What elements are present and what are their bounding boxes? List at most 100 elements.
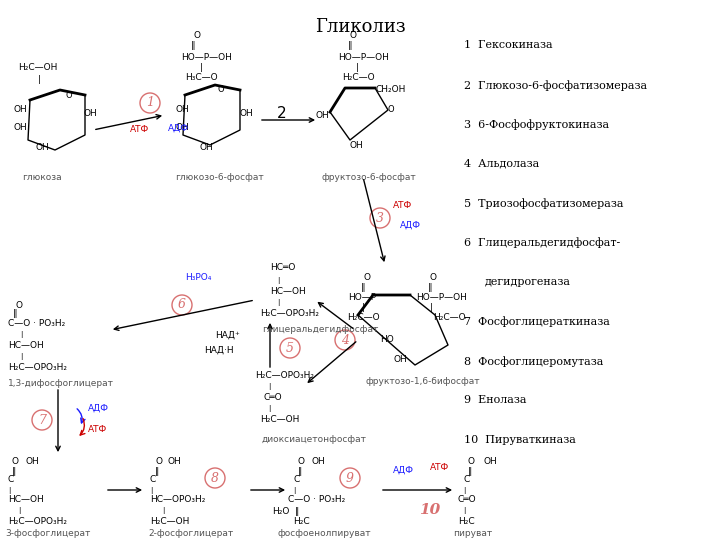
Text: OH: OH <box>239 109 253 118</box>
Text: |: | <box>277 276 279 284</box>
Text: 10: 10 <box>419 503 441 517</box>
Text: |: | <box>463 508 465 515</box>
Text: |: | <box>277 299 279 306</box>
Text: OH: OH <box>175 105 189 114</box>
Text: H₂C—OH: H₂C—OH <box>260 415 300 424</box>
Text: |: | <box>162 508 164 515</box>
Text: НАД⁺: НАД⁺ <box>215 330 240 340</box>
Text: |: | <box>20 332 22 339</box>
Text: диоксиацетонфосфат: диоксиацетонфосфат <box>262 435 367 444</box>
Text: O: O <box>193 31 200 40</box>
Text: дегидрогеназа: дегидрогеназа <box>485 277 570 287</box>
Text: НАД·Н: НАД·Н <box>204 346 233 354</box>
Text: 5: 5 <box>286 341 294 354</box>
Text: O: O <box>155 457 162 467</box>
Text: 1  Гексокиназа: 1 Гексокиназа <box>464 40 553 51</box>
Text: 7  Фосфоглицераткиназа: 7 Фосфоглицераткиназа <box>464 316 611 327</box>
Text: 4: 4 <box>341 334 349 347</box>
Text: |: | <box>356 63 359 71</box>
Text: HC—OPO₃H₂: HC—OPO₃H₂ <box>150 496 205 504</box>
Text: O: O <box>15 300 22 309</box>
Text: ‖: ‖ <box>428 284 433 293</box>
Text: OH: OH <box>14 123 28 132</box>
Text: H₂C—O: H₂C—O <box>342 73 374 83</box>
Text: |: | <box>200 63 203 71</box>
Text: |: | <box>150 487 153 494</box>
Text: HC—OH: HC—OH <box>8 341 44 349</box>
Text: O: O <box>298 457 305 467</box>
Text: 3-фосфоглицерат: 3-фосфоглицерат <box>5 529 91 537</box>
Text: HO—P—OH: HO—P—OH <box>181 52 232 62</box>
Text: H₂O: H₂O <box>272 508 289 516</box>
Text: H₂C—O: H₂C—O <box>433 314 466 322</box>
Text: CH₂OH: CH₂OH <box>375 85 405 94</box>
Text: ‖: ‖ <box>348 42 353 51</box>
Text: OH: OH <box>35 144 49 152</box>
Text: 2: 2 <box>277 105 287 120</box>
Text: O: O <box>12 457 19 467</box>
Text: глюкоза: глюкоза <box>22 172 62 181</box>
Text: АТФ: АТФ <box>130 125 149 134</box>
Text: |: | <box>430 303 433 313</box>
Text: OH: OH <box>312 457 325 467</box>
Text: OH: OH <box>175 123 189 132</box>
Text: H₂C—OPO₃H₂: H₂C—OPO₃H₂ <box>255 370 314 380</box>
Text: HC═O: HC═O <box>270 264 295 273</box>
Text: ‖: ‖ <box>298 468 302 476</box>
Text: OH: OH <box>14 105 28 114</box>
Text: C: C <box>293 476 300 484</box>
Text: HO—P: HO—P <box>348 294 376 302</box>
Text: H₂C—OPO₃H₂: H₂C—OPO₃H₂ <box>8 363 67 373</box>
Text: H₂C: H₂C <box>293 516 310 525</box>
Text: O: O <box>388 105 395 114</box>
Text: ‖: ‖ <box>12 468 17 476</box>
Text: 1: 1 <box>146 97 154 110</box>
Text: 2-фосфоглицерат: 2-фосфоглицерат <box>148 529 233 537</box>
Text: OH: OH <box>483 457 497 467</box>
Text: OH: OH <box>350 140 364 150</box>
Text: O: O <box>65 91 71 99</box>
Text: ‖: ‖ <box>295 507 300 516</box>
Text: OH: OH <box>316 111 330 119</box>
Text: 2  Глюкозо-6-фосфатизомераза: 2 Глюкозо-6-фосфатизомераза <box>464 80 647 91</box>
Text: O: O <box>218 85 225 94</box>
Text: |: | <box>362 303 365 313</box>
Text: 8: 8 <box>211 471 219 484</box>
Text: C: C <box>463 476 469 484</box>
Text: |: | <box>293 487 295 494</box>
Text: OH: OH <box>84 109 98 118</box>
Text: H₂C—OH: H₂C—OH <box>18 64 58 72</box>
Text: 10  Пируваткиназа: 10 Пируваткиназа <box>464 435 576 445</box>
Text: фруктозо-1,6-бифосфат: фруктозо-1,6-бифосфат <box>365 377 480 387</box>
Text: 3: 3 <box>376 212 384 225</box>
Text: H₃C—O: H₃C—O <box>185 73 217 83</box>
Text: |: | <box>268 383 271 390</box>
Text: глицеральдегидфосфат: глицеральдегидфосфат <box>262 326 379 334</box>
Text: АДФ: АДФ <box>88 403 109 413</box>
Text: 6: 6 <box>178 299 186 312</box>
Text: ‖: ‖ <box>468 468 472 476</box>
Text: ‖: ‖ <box>13 309 17 319</box>
Text: O: O <box>363 273 370 282</box>
Text: HO: HO <box>380 335 394 345</box>
Text: 6  Глицеральдегидфосфат-: 6 Глицеральдегидфосфат- <box>464 238 621 248</box>
Text: H₂C—OPO₃H₂: H₂C—OPO₃H₂ <box>8 516 67 525</box>
Text: |: | <box>463 487 465 494</box>
Text: H₂C—O: H₂C—O <box>347 314 379 322</box>
Text: O: O <box>350 31 357 40</box>
Text: АДФ: АДФ <box>393 465 414 475</box>
Text: ‖: ‖ <box>155 468 159 476</box>
Text: пируват: пируват <box>453 529 492 537</box>
Text: OH: OH <box>168 457 181 467</box>
Text: АДФ: АДФ <box>168 124 189 132</box>
Text: 7: 7 <box>38 414 46 427</box>
Text: 3  6-Фосфофруктокиназа: 3 6-Фосфофруктокиназа <box>464 119 610 130</box>
Text: H₃PO₄: H₃PO₄ <box>185 273 212 282</box>
Text: ‖: ‖ <box>361 284 366 293</box>
Text: OH: OH <box>393 355 407 364</box>
Text: H₂C—OH: H₂C—OH <box>150 516 189 525</box>
Text: |: | <box>20 354 22 361</box>
Text: |: | <box>18 508 20 515</box>
Text: OH: OH <box>25 457 39 467</box>
Text: АДФ: АДФ <box>400 220 421 230</box>
